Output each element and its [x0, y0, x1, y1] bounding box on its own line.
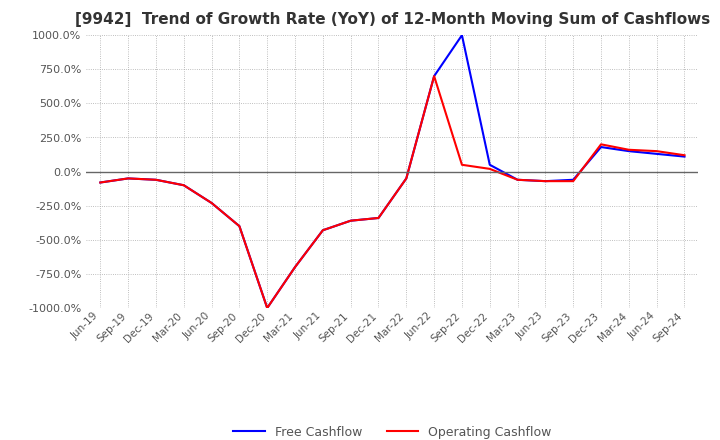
- Free Cashflow: [402, 176, 410, 181]
- Free Cashflow: [263, 305, 271, 311]
- Free Cashflow: [624, 149, 633, 154]
- Operating Cashflow: [485, 166, 494, 172]
- Free Cashflow: [152, 177, 161, 183]
- Operating Cashflow: [263, 305, 271, 311]
- Free Cashflow: [374, 215, 383, 220]
- Free Cashflow: [96, 180, 104, 185]
- Free Cashflow: [652, 151, 661, 157]
- Operating Cashflow: [235, 224, 243, 229]
- Free Cashflow: [458, 33, 467, 38]
- Operating Cashflow: [346, 218, 355, 224]
- Operating Cashflow: [541, 179, 550, 184]
- Operating Cashflow: [569, 179, 577, 184]
- Free Cashflow: [235, 224, 243, 229]
- Operating Cashflow: [124, 176, 132, 181]
- Operating Cashflow: [597, 142, 606, 147]
- Free Cashflow: [207, 200, 216, 205]
- Operating Cashflow: [96, 180, 104, 185]
- Operating Cashflow: [624, 147, 633, 152]
- Free Cashflow: [597, 144, 606, 150]
- Operating Cashflow: [318, 227, 327, 233]
- Operating Cashflow: [680, 153, 689, 158]
- Operating Cashflow: [179, 183, 188, 188]
- Operating Cashflow: [207, 200, 216, 205]
- Free Cashflow: [318, 227, 327, 233]
- Operating Cashflow: [652, 149, 661, 154]
- Free Cashflow: [291, 264, 300, 270]
- Line: Operating Cashflow: Operating Cashflow: [100, 76, 685, 308]
- Operating Cashflow: [513, 177, 522, 183]
- Operating Cashflow: [374, 215, 383, 220]
- Free Cashflow: [513, 177, 522, 183]
- Title: [9942]  Trend of Growth Rate (YoY) of 12-Month Moving Sum of Cashflows: [9942] Trend of Growth Rate (YoY) of 12-…: [75, 12, 710, 27]
- Free Cashflow: [680, 154, 689, 159]
- Free Cashflow: [541, 179, 550, 184]
- Free Cashflow: [485, 162, 494, 167]
- Free Cashflow: [124, 176, 132, 181]
- Operating Cashflow: [152, 177, 161, 183]
- Free Cashflow: [430, 73, 438, 79]
- Operating Cashflow: [402, 176, 410, 181]
- Free Cashflow: [569, 177, 577, 183]
- Legend: Free Cashflow, Operating Cashflow: Free Cashflow, Operating Cashflow: [228, 421, 557, 440]
- Free Cashflow: [346, 218, 355, 224]
- Operating Cashflow: [458, 162, 467, 167]
- Operating Cashflow: [291, 264, 300, 270]
- Operating Cashflow: [430, 73, 438, 79]
- Free Cashflow: [179, 183, 188, 188]
- Line: Free Cashflow: Free Cashflow: [100, 35, 685, 308]
